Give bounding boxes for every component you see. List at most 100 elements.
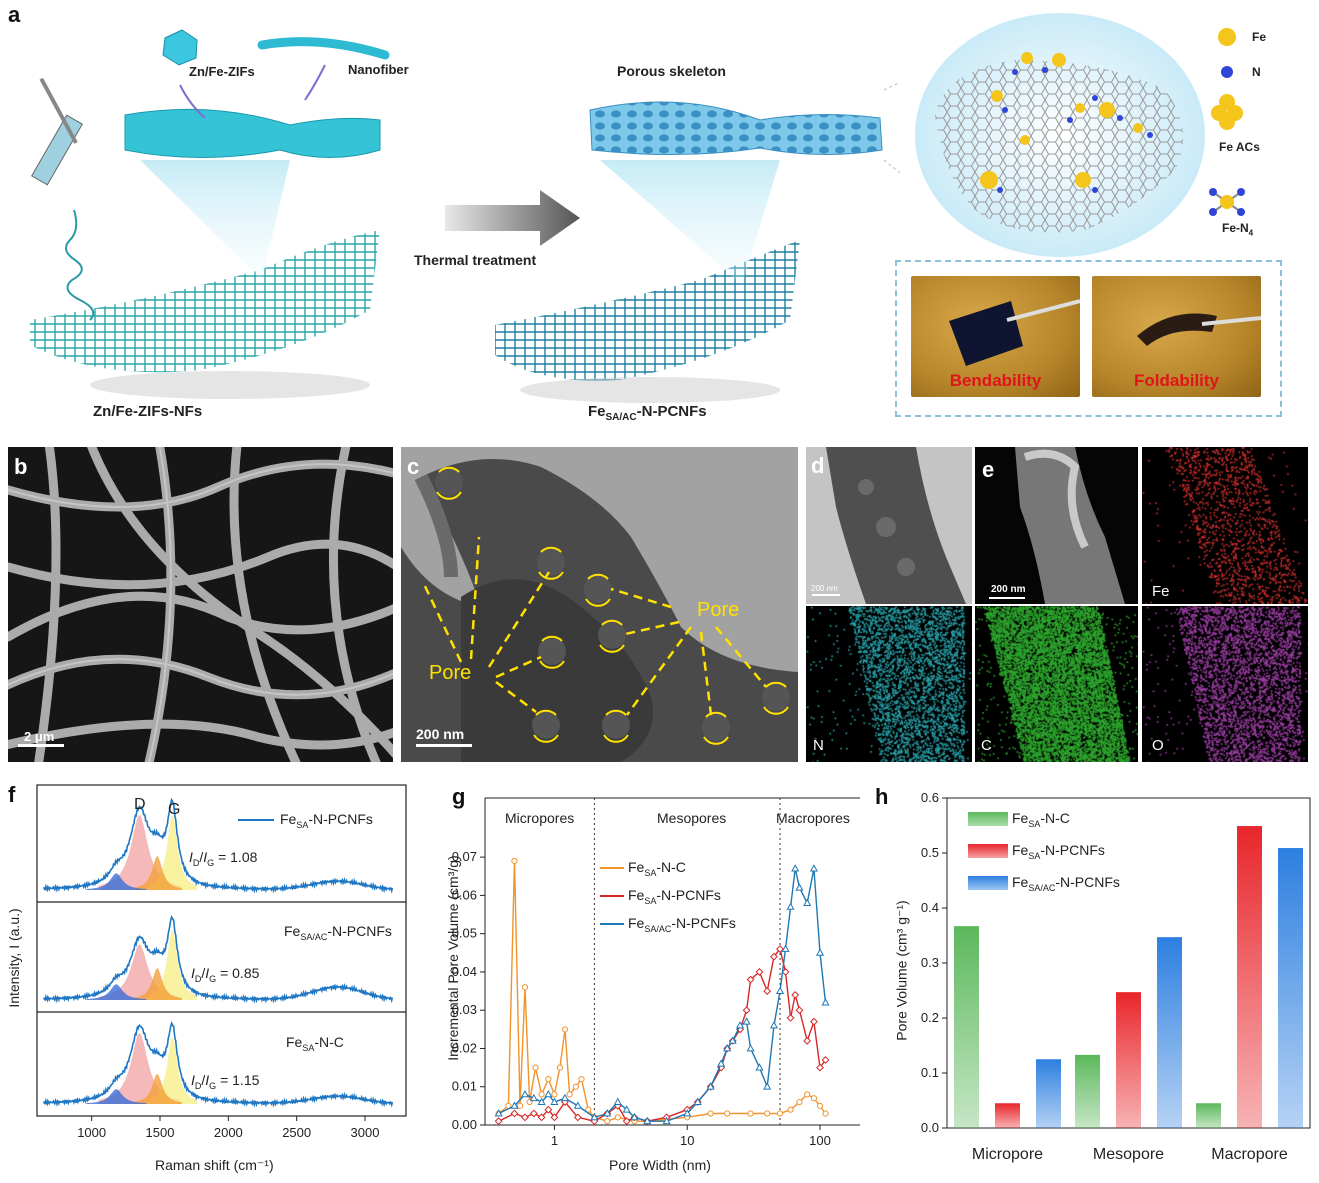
legend-fe-n4: Fe-N4 [1222,221,1254,238]
chart-g-point [630,1112,639,1121]
chart-g-point [510,1101,519,1109]
raman-series-2-label: FeSA/AC-N-PCNFs [284,923,392,942]
porous-fiber [589,101,883,156]
chart-g-point [510,1109,519,1118]
chart-g-point [520,1089,530,1098]
chart-h-bar [995,1103,1020,1128]
region-mesopores: Mesopores [657,810,727,826]
chart-g-point [622,1117,631,1126]
scale-bar-d [812,594,840,596]
schematic-illustration [30,29,900,403]
raman-component-3-3 [132,1073,182,1104]
haadf-image [975,447,1138,604]
chart-g-point [787,1106,794,1113]
panel-label-e: e [982,457,995,482]
chart-g-point [573,1113,582,1122]
chart-g-point [706,1082,715,1090]
raman-component-2-4 [86,984,147,1000]
chart-g-point [590,1112,599,1121]
photo-box [895,260,1282,417]
chart-g-point [769,1021,779,1029]
panel-label-c: c [407,454,420,479]
scale-bar-e [989,597,1025,599]
chart-g-point [746,975,755,984]
raman-ratio-1: ID/IG = 1.08 [189,849,258,868]
chart-g-point [786,1013,795,1022]
legend-h-item-2: FeSA-N-PCNFs [968,837,1120,869]
fiber-mat-left [30,230,380,373]
chart-g-ytick-label: 0.06 [452,887,477,902]
chart-g-ytick-label: 0.05 [452,926,477,941]
chart-g-point [561,1026,569,1033]
chart-g-point [573,1101,582,1109]
chart-g-point [532,1064,539,1071]
legend-n: N [1252,65,1261,79]
legend-g-item-1: FeSA-N-C [600,856,736,884]
bendability-label: Bendability [949,371,1042,390]
raman-trace-2 [43,914,394,1004]
chart-g-point [821,998,830,1006]
legend-g-item-3: FeSA/AC-N-PCNFs [600,912,736,940]
chart-h-bar [1075,1054,1100,1128]
panel-label-g: g [452,784,466,809]
chart-g-point [796,1098,803,1106]
chart-g-xlabel: Pore Width (nm) [609,1157,711,1173]
chart-g-point [538,1091,545,1098]
chart-g-point [566,1091,573,1098]
map-label-fe: Fe [1152,583,1170,600]
raman-component-2-3 [132,967,182,1000]
map-label-c: C [981,737,992,754]
tem-image [401,447,798,762]
raman-xlabel: Raman shift (cm⁻¹) [155,1157,274,1173]
map-label-n: N [813,737,824,754]
raman-trace-1 [43,797,394,894]
chart-g-point [550,1113,559,1122]
chart-g-point [537,1097,546,1105]
chart-g-point [742,1006,751,1015]
chart-g-point [728,1036,737,1044]
chart-g-point [544,1089,553,1098]
panel-label-b: b [14,454,28,479]
chart-h-ytick-label: 0.2 [921,1010,939,1025]
eds-map-fe [1142,447,1308,604]
chart-h-ytick-label: 0.5 [921,845,939,860]
scale-bar-b [18,744,64,747]
pore-distribution-chart: 0.00 0.01 0.02 0.03 0.04 0.05 0.06 0.07 1 10 100 [452,797,860,1148]
eds-map-c [975,606,1138,762]
chart-g-point [560,1093,569,1102]
thermal-arrow-icon [445,190,580,246]
fiber-mat-right [495,240,800,381]
atomic-model [915,13,1245,257]
map-label-o: O [1152,737,1164,754]
raman-component-3-1 [98,1032,181,1104]
panel-label-f: f [8,782,16,807]
raman-series-3-label: FeSA-N-C [286,1034,344,1053]
chart-h-bar [1196,1103,1221,1128]
scale-label-d: 200 nm [811,584,838,593]
chart-g-point [724,1110,731,1117]
raman-xtick-label: 1000 [77,1125,106,1140]
panel-label-h: h [875,784,889,809]
chart-g-point [803,1036,812,1045]
chart-g-point [821,1056,830,1064]
chart-g-point [545,1075,552,1083]
zif-polyhedron-icon [162,29,198,66]
pore-volume-bar-chart: 0.0 0.1 0.2 0.3 0.4 0.5 0.6 Micropore Mesopore Ma… [921,790,1311,1163]
bendability-photo: Bendability [911,276,1080,397]
chart-g-point [717,1059,726,1067]
chart-h-ytick-label: 0.0 [921,1120,939,1135]
raman-ratio-3: ID/IG = 1.15 [191,1072,260,1091]
chart-g-point [786,902,795,910]
chart-g-point [791,990,800,999]
legend-g-item-2: FeSA-N-PCNFs [600,884,736,912]
thermal-label: Thermal treatment [414,252,537,268]
chart-g-xtick-label: 1 [551,1133,558,1148]
chart-g-point [815,948,825,956]
pore-label-right: Pore [697,599,740,621]
chart-g-point [791,864,800,872]
syringe-icon [31,77,95,321]
region-macropores: Macropores [776,810,850,826]
legend-h-item-1: FeSA-N-C [968,805,1120,837]
chart-g-point [776,986,785,994]
chart-g-point [707,1110,714,1117]
